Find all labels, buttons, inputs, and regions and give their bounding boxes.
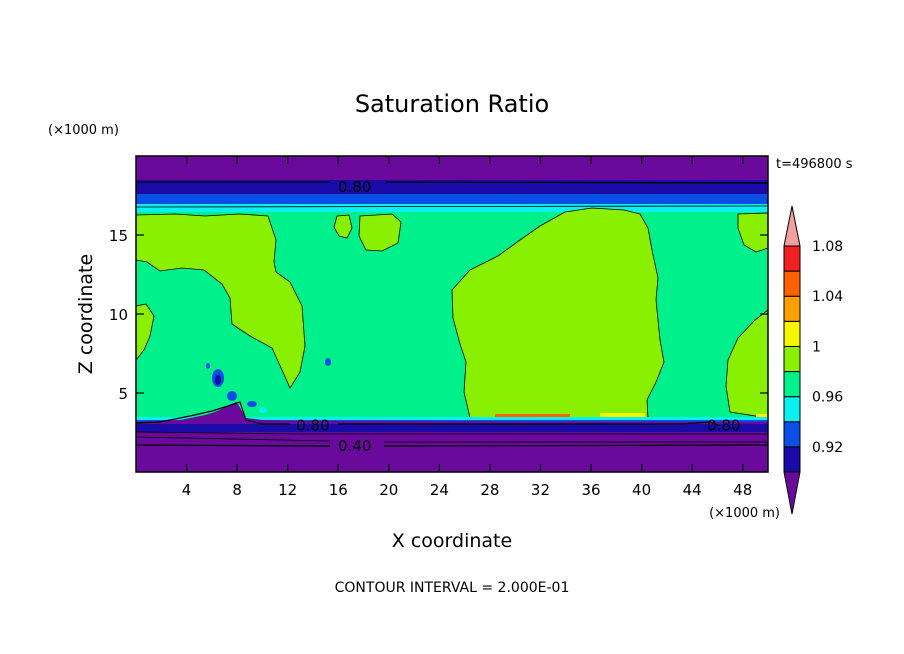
- x-tick-label: 16: [329, 481, 348, 499]
- y-axis-title: Z coordinate: [75, 254, 97, 374]
- x-tick-label: 44: [683, 481, 702, 499]
- colorbar-swatch: [783, 446, 801, 473]
- contour-line-080-lower: [136, 401, 721, 427]
- contour-label: 0.80: [338, 178, 371, 196]
- speckle: [227, 391, 237, 401]
- colorbar-swatch: [783, 421, 801, 448]
- time-label: t=496800 s: [776, 157, 853, 172]
- x-tick-label: 36: [581, 481, 600, 499]
- contour-label: 0.80: [296, 417, 329, 435]
- speckle: [325, 358, 331, 366]
- x-tick-label: 4: [182, 481, 192, 499]
- x-tick-label: 40: [632, 481, 651, 499]
- y-axis-ticks: 5 10 15: [109, 227, 768, 403]
- lower-dark-band: [136, 424, 768, 432]
- upper-blue-band: [136, 194, 768, 204]
- upper-cyan-band: [136, 204, 768, 212]
- colorbar-swatch: [783, 396, 801, 423]
- supersat-streak-3: [756, 414, 768, 418]
- colorbar-label: 0.96: [812, 390, 843, 406]
- colorbar-label: 1.04: [812, 289, 843, 305]
- colorbar-label: 0.92: [812, 440, 843, 456]
- contour-line-upper-2: [136, 205, 768, 208]
- patch-upper-2: [358, 213, 402, 252]
- speckle: [259, 407, 267, 413]
- dry-bump: [190, 402, 246, 424]
- colorbar-bottom-triangle: [783, 471, 801, 515]
- speckle: [247, 401, 257, 407]
- supersat-streak-1: [495, 414, 570, 418]
- x-tick-label: 12: [278, 481, 297, 499]
- colorbar-swatch: [783, 295, 801, 322]
- colorbar-swatch: [783, 345, 801, 373]
- contour-line-upper: [136, 181, 768, 184]
- y-tick-label: 15: [109, 227, 128, 245]
- upper-dark-band: [136, 180, 768, 194]
- contour-interval-footer: CONTOUR INTERVAL = 2.000E-01: [335, 580, 570, 596]
- lower-dry-layer: [136, 404, 768, 472]
- x-tick-label: 24: [430, 481, 449, 499]
- patch-left-lower: [136, 303, 155, 361]
- colorbar-label: 1: [812, 339, 821, 355]
- colorbar: 0.92 0.96 1 1.04 1.08: [783, 205, 843, 515]
- contour-line-lower: [136, 436, 768, 443]
- x-tick-label: 28: [480, 481, 499, 499]
- contour-label: 0.80: [707, 417, 740, 435]
- x-tick-label: 20: [379, 481, 398, 499]
- x-axis-title: X coordinate: [392, 530, 512, 552]
- y-tick-label: 10: [109, 306, 128, 324]
- colorbar-top-triangle: [783, 205, 801, 247]
- x-tick-label: 32: [531, 481, 550, 499]
- contour-line-middle: [136, 431, 768, 435]
- patch-upper-1: [333, 214, 353, 239]
- x-tick-label: 8: [232, 481, 242, 499]
- colorbar-swatch: [783, 371, 801, 398]
- contour-labels: 0.80 0.80 0.80 0.40: [296, 178, 740, 455]
- x-unit-label: (×1000 m): [709, 506, 780, 521]
- speckle: [215, 375, 221, 385]
- contour-field: [136, 156, 768, 472]
- contour-line-040: [136, 444, 768, 447]
- colorbar-swatch: [783, 320, 801, 347]
- patch-center: [451, 207, 665, 419]
- patch-right-upper: [737, 212, 768, 253]
- colorbar-label: 1.08: [812, 239, 843, 255]
- colorbar-swatch: [783, 270, 801, 297]
- y-unit-label: (×1000 m): [48, 123, 119, 138]
- speckle: [206, 363, 210, 369]
- supersat-streak-2: [600, 413, 645, 418]
- y-tick-label: 5: [118, 385, 128, 403]
- x-axis-ticks: 4 8 12 16 20 24 28 32 36 40 44 48: [182, 156, 752, 499]
- colorbar-swatch: [783, 245, 801, 272]
- contour-label: 0.40: [338, 437, 371, 455]
- patch-left: [136, 213, 306, 389]
- chart-title: Saturation Ratio: [355, 90, 549, 118]
- x-tick-label: 48: [733, 481, 752, 499]
- lower-cyan-band: [136, 417, 768, 421]
